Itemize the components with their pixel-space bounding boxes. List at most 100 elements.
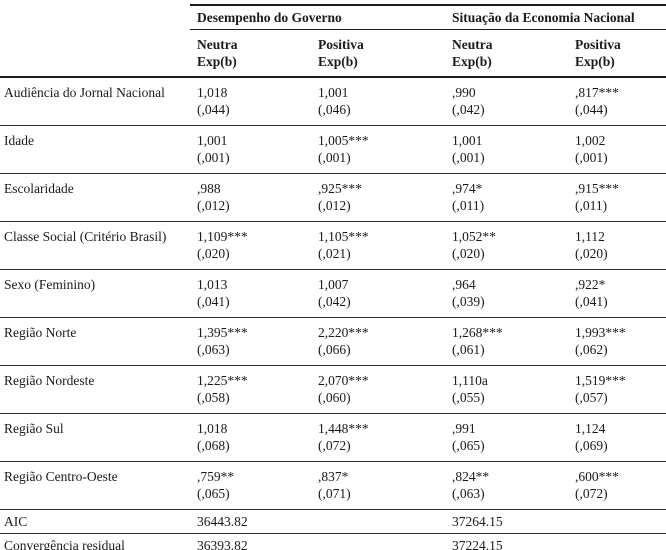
cell-value: ,759** xyxy=(197,469,235,484)
cell-se: (,057) xyxy=(575,390,608,405)
column-header-line2: Exp(b) xyxy=(575,54,615,69)
cell-se: (,020) xyxy=(575,246,608,261)
row-label: Sexo (Feminino) xyxy=(0,269,190,318)
cell-se: (,069) xyxy=(575,438,608,453)
table-cell: 37264.15 xyxy=(445,509,666,534)
table-cell: ,837* (,071) xyxy=(311,461,445,510)
cell-se: (,012) xyxy=(197,198,230,213)
table-cell: 1,001 (,001) xyxy=(190,125,311,174)
cell-se: (,039) xyxy=(452,294,485,309)
table-row: Idade 1,001 (,001) 1,005*** (,001) 1,001 (,… xyxy=(0,125,666,174)
cell-value: 1,001 xyxy=(318,85,349,100)
cell-se: (,066) xyxy=(318,342,351,357)
cell-value: ,915*** xyxy=(575,181,619,196)
cell-value: 1,105*** xyxy=(318,229,369,244)
table-cell: ,925*** (,012) xyxy=(311,173,445,222)
table-row: Região Nordeste 1,225*** (,058) 2,070*** (… xyxy=(0,365,666,414)
cell-value: 1,001 xyxy=(452,133,483,148)
cell-value: ,837* xyxy=(318,469,349,484)
table-row-aic: AIC 36443.82 37264.15 xyxy=(0,509,666,534)
cell-value: ,991 xyxy=(452,421,476,436)
cell-value: 1,124 xyxy=(575,421,606,436)
table-cell: 1,268*** (,061) xyxy=(445,317,568,366)
table-cell: ,759** (,065) xyxy=(190,461,311,510)
column-header-line1: Neutra xyxy=(197,37,238,52)
table-row: Classe Social (Critério Brasil) 1,109***… xyxy=(0,221,666,270)
stub-header-empty xyxy=(0,29,190,78)
table-row: Região Sul 1,018 (,068) 1,448*** (,072) ,9… xyxy=(0,413,666,462)
table-cell: 1,002 (,001) xyxy=(568,125,666,174)
cell-value: ,817*** xyxy=(575,85,619,100)
cell-se: (,046) xyxy=(318,102,351,117)
cell-se: (,020) xyxy=(452,246,485,261)
stub-header-empty xyxy=(0,5,190,30)
table-cell: 1,018 (,068) xyxy=(190,413,311,462)
cell-se: (,041) xyxy=(575,294,608,309)
cell-se: (,071) xyxy=(318,486,351,501)
cell-value: 2,070*** xyxy=(318,373,369,388)
cell-se: (,063) xyxy=(452,486,485,501)
cell-value: 1,109*** xyxy=(197,229,248,244)
cell-value: 1,007 xyxy=(318,277,349,292)
table-cell: 36443.82 xyxy=(190,509,445,534)
table-cell: 1,225*** (,058) xyxy=(190,365,311,414)
cell-se: (,011) xyxy=(575,198,608,213)
cell-value: 2,220*** xyxy=(318,325,369,340)
table-cell: 36393.82 xyxy=(190,533,445,550)
table-cell: 1,110a (,055) xyxy=(445,365,568,414)
table-cell: 1,519*** (,057) xyxy=(568,365,666,414)
cell-value: 1,395*** xyxy=(197,325,248,340)
cell-value: 1,002 xyxy=(575,133,606,148)
regression-results-table: Desempenho do Governo Situação da Econom… xyxy=(0,4,666,550)
column-header-line2: Exp(b) xyxy=(197,54,237,69)
cell-value: ,990 xyxy=(452,85,476,100)
table-row: Audiência do Jornal Nacional 1,018 (,044)… xyxy=(0,77,666,126)
cell-se: (,001) xyxy=(318,150,351,165)
cell-value: 1,005*** xyxy=(318,133,369,148)
table-cell: ,922* (,041) xyxy=(568,269,666,318)
row-label: Região Centro-Oeste xyxy=(0,461,190,510)
column-header-line1: Positiva xyxy=(318,37,364,52)
column-header-line1: Neutra xyxy=(452,37,493,52)
cell-se: (,065) xyxy=(452,438,485,453)
row-label: Escolaridade xyxy=(0,173,190,222)
cell-value: ,964 xyxy=(452,277,476,292)
cell-se: (,044) xyxy=(197,102,230,117)
table-cell: 2,070*** (,060) xyxy=(311,365,445,414)
cell-se: (,001) xyxy=(197,150,230,165)
table-row: Sexo (Feminino) 1,013 (,041) 1,007 (,042) … xyxy=(0,269,666,318)
column-header-line2: Exp(b) xyxy=(318,54,358,69)
table-cell: 1,124 (,069) xyxy=(568,413,666,462)
cell-se: (,020) xyxy=(197,246,230,261)
column-header-positiva-2: Positiva Exp(b) xyxy=(568,29,666,78)
row-label: Classe Social (Critério Brasil) xyxy=(0,221,190,270)
row-label: Região Nordeste xyxy=(0,365,190,414)
cell-value: 1,013 xyxy=(197,277,228,292)
cell-se: (,065) xyxy=(197,486,230,501)
cell-value: 1,225*** xyxy=(197,373,248,388)
table-cell: 1,001 (,046) xyxy=(311,77,445,126)
table-row: Região Centro-Oeste ,759** (,065) ,837* (,… xyxy=(0,461,666,510)
row-label: Região Sul xyxy=(0,413,190,462)
cell-se: (,061) xyxy=(452,342,485,357)
cell-se: (,072) xyxy=(575,486,608,501)
table-cell: ,824** (,063) xyxy=(445,461,568,510)
cell-se: (,001) xyxy=(575,150,608,165)
cell-value: ,988 xyxy=(197,181,221,196)
table-cell: 1,013 (,041) xyxy=(190,269,311,318)
column-header-positiva-1: Positiva Exp(b) xyxy=(311,29,445,78)
cell-se: (,068) xyxy=(197,438,230,453)
cell-se: (,011) xyxy=(452,198,485,213)
cell-se: (,042) xyxy=(318,294,351,309)
column-header-neutra-2: Neutra Exp(b) xyxy=(445,29,568,78)
table-cell: ,600*** (,072) xyxy=(568,461,666,510)
cell-value: ,925*** xyxy=(318,181,362,196)
cell-value: ,974* xyxy=(452,181,483,196)
table-cell: ,915*** (,011) xyxy=(568,173,666,222)
cell-value: 1,052** xyxy=(452,229,496,244)
row-label: Região Norte xyxy=(0,317,190,366)
cell-se: (,058) xyxy=(197,390,230,405)
cell-se: (,060) xyxy=(318,390,351,405)
row-label: AIC xyxy=(0,509,190,534)
